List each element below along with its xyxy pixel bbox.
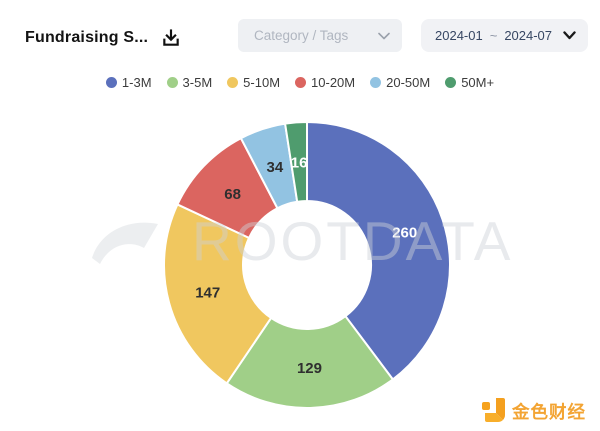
slice-value-label-20-50M: 34	[267, 159, 284, 176]
legend-label: 3-5M	[182, 75, 213, 90]
chart-area: 260 129 147 68 34 16	[157, 115, 457, 415]
jinse-logo-icon	[482, 398, 505, 424]
donut-chart: 260 129 147 68 34 16	[163, 121, 451, 409]
chevron-down-icon	[378, 32, 390, 39]
slice-value-label-5-10M: 147	[195, 284, 220, 301]
legend-label: 10-20M	[311, 75, 356, 90]
date-end: 2024-07	[504, 28, 553, 43]
pie-slice-50M+[interactable]	[284, 121, 308, 203]
slice-value-label-10-20M: 68	[224, 186, 241, 203]
date-range-value: 2024-01 ~ 2024-07	[435, 28, 552, 43]
legend-item-3-5M[interactable]: 3-5M	[166, 75, 213, 90]
slice-value-label-1-3M: 260	[392, 224, 417, 241]
legend-item-1-3M[interactable]: 1-3M	[105, 75, 152, 90]
legend-dot-icon	[445, 77, 457, 88]
category-tags-select[interactable]: Category / Tags	[238, 19, 402, 52]
legend-dot-icon	[105, 77, 117, 88]
pie-slice-1-3M[interactable]	[306, 121, 451, 381]
header: Fundraising S... Category / Tags 2024-01…	[0, 0, 600, 56]
legend-dot-icon	[166, 77, 178, 88]
legend-item-10-20M[interactable]: 10-20M	[295, 75, 355, 90]
legend-label: 1-3M	[121, 75, 152, 90]
legend-item-5-10M[interactable]: 5-10M	[227, 75, 280, 90]
download-icon	[163, 28, 179, 46]
legend-label: 20-50M	[386, 75, 431, 90]
legend-dot-icon	[370, 77, 382, 88]
pie-slice-5-10M[interactable]	[163, 203, 273, 385]
legend-dot-icon	[295, 77, 307, 88]
legend-item-20-50M[interactable]: 20-50M	[370, 75, 430, 90]
slice-value-label-3-5M: 129	[297, 360, 322, 377]
pie-slice-3-5M[interactable]	[225, 315, 394, 409]
date-range-picker[interactable]: 2024-01 ~ 2024-07	[421, 19, 588, 52]
date-separator: ~	[489, 28, 498, 43]
brand-name: 金色财经	[512, 401, 586, 422]
date-start: 2024-01	[435, 28, 483, 43]
chevron-down-icon	[563, 31, 576, 40]
chart-legend: 1-3M 3-5M 5-10M 10-20M 20-50M 50M+	[0, 75, 600, 90]
page-title: Fundraising S...	[25, 28, 149, 46]
download-button[interactable]	[160, 27, 182, 48]
slice-value-label-50M+: 16	[291, 154, 308, 171]
jinse-logo-square	[482, 402, 490, 410]
watermark-logo-icon	[92, 222, 158, 264]
legend-label: 50M+	[461, 75, 495, 90]
category-tags-placeholder: Category / Tags	[254, 28, 349, 43]
legend-dot-icon	[227, 77, 239, 88]
jinse-logo-jbar	[485, 398, 505, 422]
legend-item-50M+[interactable]: 50M+	[445, 75, 494, 90]
title-wrap: Fundraising S...	[25, 27, 182, 48]
legend-label: 5-10M	[243, 75, 281, 90]
jinse-finance-brand: 金色财经	[482, 398, 586, 424]
